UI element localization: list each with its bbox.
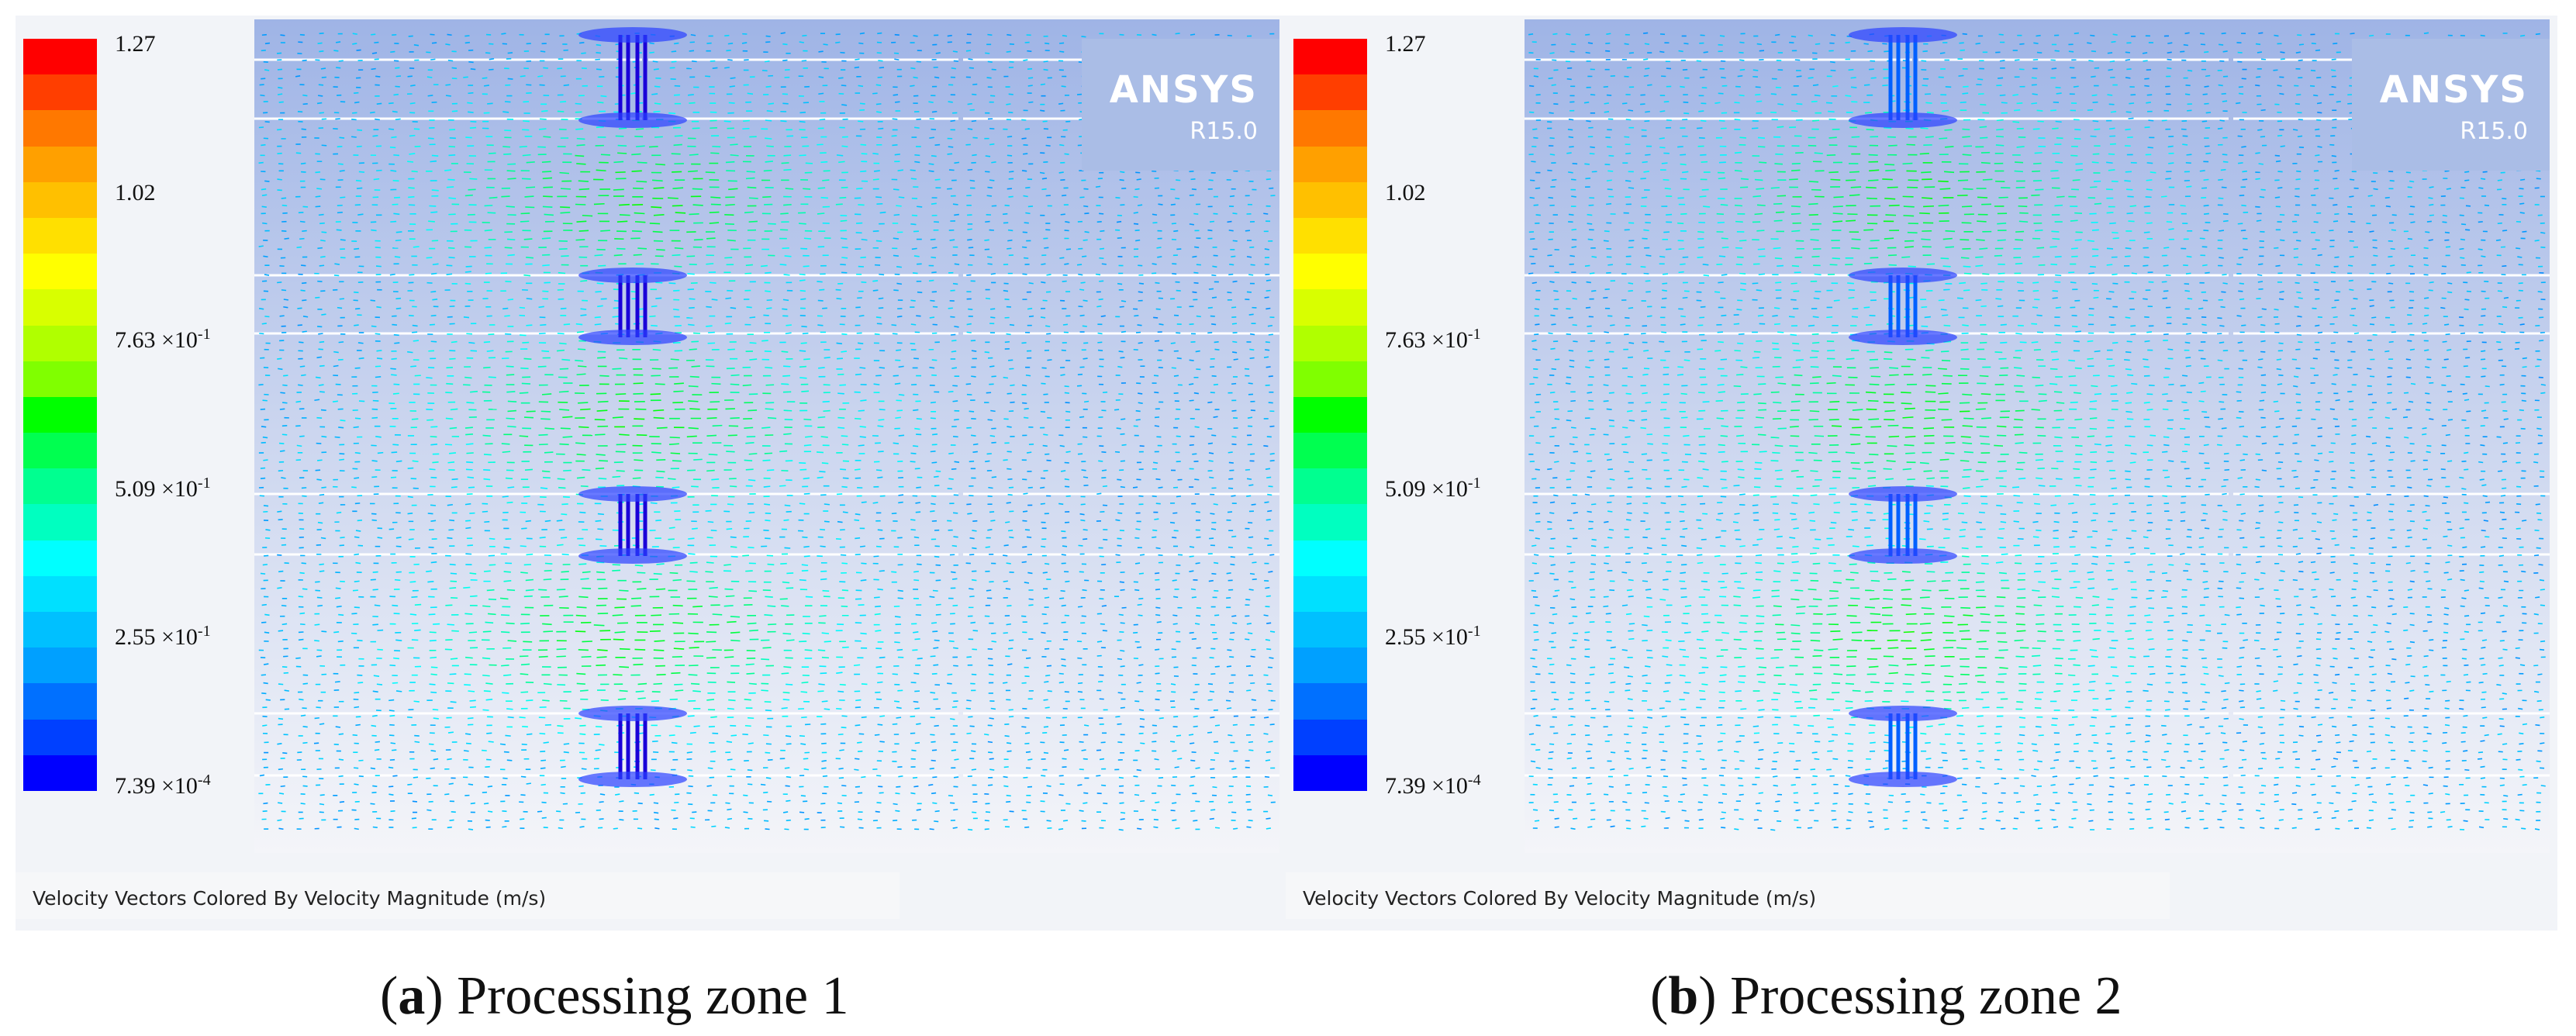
legend-swatch [23, 39, 97, 75]
color-legend [1293, 39, 1367, 792]
legend-swatch [23, 575, 97, 613]
legend-swatch [23, 612, 97, 648]
logo-brand: ANSYS [2379, 68, 2528, 112]
plot-caption: Velocity Vectors Colored By Velocity Mag… [33, 887, 547, 910]
neck-junction [1849, 112, 1957, 128]
legend-swatch [1293, 39, 1367, 75]
legend-swatch [1293, 181, 1367, 219]
legend-swatch [23, 719, 97, 756]
neck-junction [1849, 27, 1957, 43]
legend-swatch [1293, 504, 1367, 541]
legend-swatch [1293, 468, 1367, 505]
legend-label-max: 1.27 [115, 31, 156, 57]
subcaption-letter: b [1668, 966, 1699, 1026]
legend-swatch [23, 361, 97, 398]
legend-swatch [23, 648, 97, 684]
legend-swatch [23, 755, 97, 792]
legend-swatch [1293, 719, 1367, 756]
neck-junction [578, 112, 687, 128]
legend-swatch [23, 289, 97, 326]
legend-swatch [1293, 146, 1367, 183]
neck-junction [578, 548, 687, 564]
legend-swatch [23, 396, 97, 433]
legend-swatch [23, 433, 97, 469]
legend-swatch [1293, 361, 1367, 398]
legend-label-4: 5.09 ×10-1 [1385, 475, 1481, 502]
neck-junction [578, 330, 687, 345]
legend-swatch [23, 217, 97, 254]
legend-swatch [23, 683, 97, 720]
plot-caption: Velocity Vectors Colored By Velocity Mag… [1303, 887, 1817, 910]
logo-brand: ANSYS [1109, 68, 1258, 112]
neck-junction [578, 706, 687, 721]
legend-label-4: 5.09 ×10-1 [115, 475, 211, 502]
ansys-logo: ANSYS R15.0 [1082, 39, 1279, 171]
legend-swatch [23, 468, 97, 505]
vector-plot [254, 19, 1279, 853]
legend-label-min: 7.39 ×10-4 [1385, 772, 1481, 799]
velocity-vector-field: ANSYS R15.0 [1525, 19, 2550, 853]
legend-swatch [1293, 217, 1367, 254]
subcaption: (a) Processing zone 1 [380, 966, 849, 1026]
caption-strip [1286, 872, 2170, 919]
subcaption-text: Processing zone 1 [457, 966, 849, 1026]
legend-label-2: 1.02 [115, 180, 156, 205]
logo-version: R15.0 [1190, 118, 1258, 145]
color-legend [23, 39, 97, 792]
legend-swatch [23, 540, 97, 577]
legend-label-min: 7.39 ×10-4 [115, 772, 211, 799]
legend-label-3: 7.63 ×10-1 [115, 326, 211, 353]
legend-label-3: 7.63 ×10-1 [1385, 326, 1481, 353]
neck-junction [1849, 706, 1957, 721]
legend-swatch [1293, 325, 1367, 362]
ansys-logo: ANSYS R15.0 [2352, 39, 2550, 171]
vector-arrows [1528, 32, 2546, 831]
caption-strip [16, 872, 900, 919]
neck-junction [578, 268, 687, 283]
legend-swatch [23, 254, 97, 290]
subcaption-text: Processing zone 2 [1730, 966, 2122, 1026]
legend-swatch [23, 325, 97, 362]
legend-swatch [1293, 254, 1367, 290]
legend-swatch [1293, 648, 1367, 684]
legend-swatch [1293, 110, 1367, 147]
legend-swatch [23, 181, 97, 219]
neck-junction [1849, 330, 1957, 345]
legend-swatch [1293, 433, 1367, 469]
legend-swatch [1293, 683, 1367, 720]
legend-swatch [1293, 755, 1367, 792]
velocity-vector-field: ANSYS R15.0 [254, 19, 1279, 853]
subcaption: (b) Processing zone 2 [1650, 966, 2122, 1026]
panel-b: 1.27 1.02 7.63 ×10-1 5.09 ×10-1 2.55 ×10… [1286, 16, 2557, 1026]
neck-junction [1849, 772, 1957, 787]
neck-junction [1849, 486, 1957, 502]
logo-version: R15.0 [2460, 118, 2528, 145]
neck-junction [1849, 268, 1957, 283]
legend-swatch [1293, 575, 1367, 613]
legend-swatch [1293, 396, 1367, 433]
panel-a: 1.27 1.02 7.63 ×10-1 5.09 ×10-1 2.55 ×10… [16, 16, 1287, 1026]
neck-junction [1849, 548, 1957, 564]
neck-junction [578, 486, 687, 502]
legend-label-max: 1.27 [1385, 31, 1426, 57]
legend-swatch [23, 110, 97, 147]
legend-label-2: 1.02 [1385, 180, 1426, 205]
legend-swatch [1293, 74, 1367, 111]
legend-swatch [23, 504, 97, 541]
subcaption-letter: a [398, 966, 426, 1026]
legend-swatch [23, 146, 97, 183]
legend-swatch [23, 74, 97, 111]
legend-swatch [1293, 612, 1367, 648]
legend-swatch [1293, 540, 1367, 577]
neck-junction [578, 772, 687, 787]
legend-label-5: 2.55 ×10-1 [115, 623, 211, 650]
legend-swatch [1293, 289, 1367, 326]
legend-label-5: 2.55 ×10-1 [1385, 623, 1481, 650]
neck-junction [578, 27, 687, 43]
